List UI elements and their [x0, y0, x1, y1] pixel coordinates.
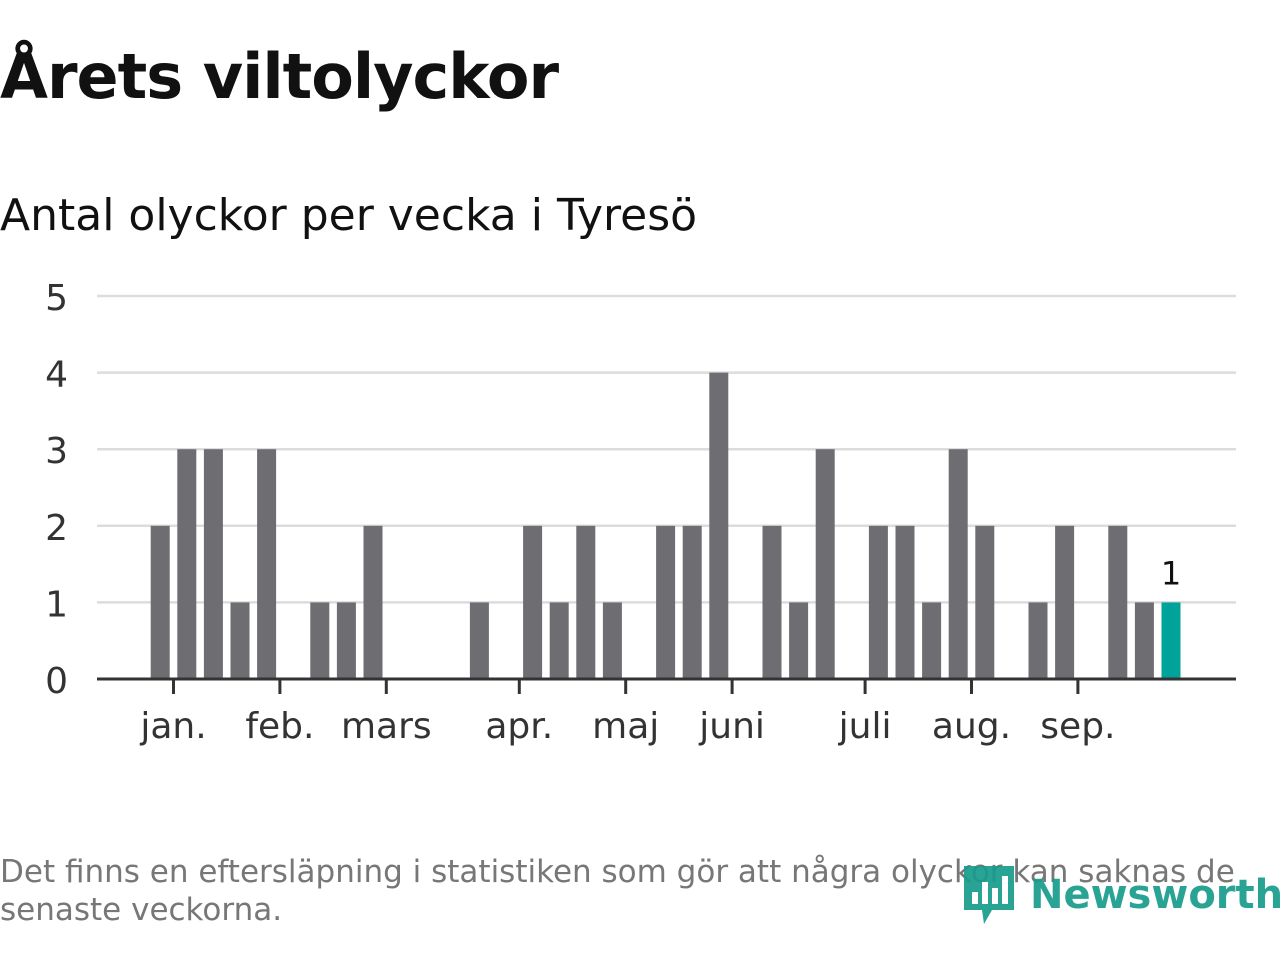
bar: [1134, 602, 1154, 679]
bar: [975, 525, 995, 679]
bar: [682, 525, 702, 679]
y-tick-label: 3: [45, 431, 68, 472]
bar: [709, 372, 729, 679]
x-tick-label: jan.: [139, 706, 206, 747]
bar: [336, 602, 356, 679]
bar: [177, 449, 197, 679]
bar: [310, 602, 330, 679]
x-tick-label: juli: [838, 706, 892, 747]
bar: [230, 602, 250, 679]
bar: [868, 525, 888, 679]
x-tick-label: juni: [698, 706, 765, 747]
bar: [789, 602, 809, 679]
y-axis-ticks: 0 1 2 3 4 5: [45, 278, 68, 702]
bar: [1055, 525, 1075, 679]
footnote: Det finns en eftersläpning i statistiken…: [0, 854, 1235, 928]
bar: [363, 525, 383, 679]
x-tick-label: sep.: [1040, 706, 1115, 747]
bar: [602, 602, 622, 679]
y-tick-label: 0: [45, 661, 68, 702]
chart-subtitle: Antal olyckor per vecka i Tyresö: [0, 190, 698, 241]
x-tick-label: apr.: [485, 706, 553, 747]
data-label-latest-week: 1: [1161, 554, 1181, 592]
chart-title: Årets viltolyckor: [0, 40, 559, 113]
bar: [815, 449, 835, 679]
bar-chart: 0 1 2 3 4 5 jan. feb. mars apr. maj juni juli aug. se…: [45, 278, 1236, 747]
bar: [656, 525, 676, 679]
x-tick-label: feb.: [245, 706, 314, 747]
y-tick-label: 4: [45, 355, 68, 396]
newsworthy-chart-icon: [964, 866, 1014, 924]
data-labels: 1: [1161, 554, 1181, 592]
bar: [549, 602, 569, 679]
bar: [523, 525, 543, 679]
bar: [762, 525, 782, 679]
bar: [203, 449, 223, 679]
bar: [469, 602, 489, 679]
bar: [948, 449, 968, 679]
bar: [922, 602, 942, 679]
x-tick-label: aug.: [932, 706, 1011, 747]
brand-name: Newsworthy: [1030, 872, 1280, 918]
brand-logo: Newsworthy: [962, 860, 1280, 930]
bar: [895, 525, 915, 679]
x-axis: jan. feb. mars apr. maj juni juli aug. sep.: [97, 677, 1236, 747]
bar: [150, 525, 170, 679]
y-tick-label: 2: [45, 508, 68, 549]
x-tick-label: mars: [341, 706, 432, 747]
bar: [576, 525, 596, 679]
bar-latest-week: [1161, 602, 1181, 679]
bar: [1108, 525, 1128, 679]
x-tick-label: maj: [592, 706, 659, 747]
bar: [1028, 602, 1048, 679]
y-tick-label: 5: [45, 278, 68, 319]
y-tick-label: 1: [45, 584, 68, 625]
bars: [150, 372, 1181, 679]
bar: [257, 449, 277, 679]
